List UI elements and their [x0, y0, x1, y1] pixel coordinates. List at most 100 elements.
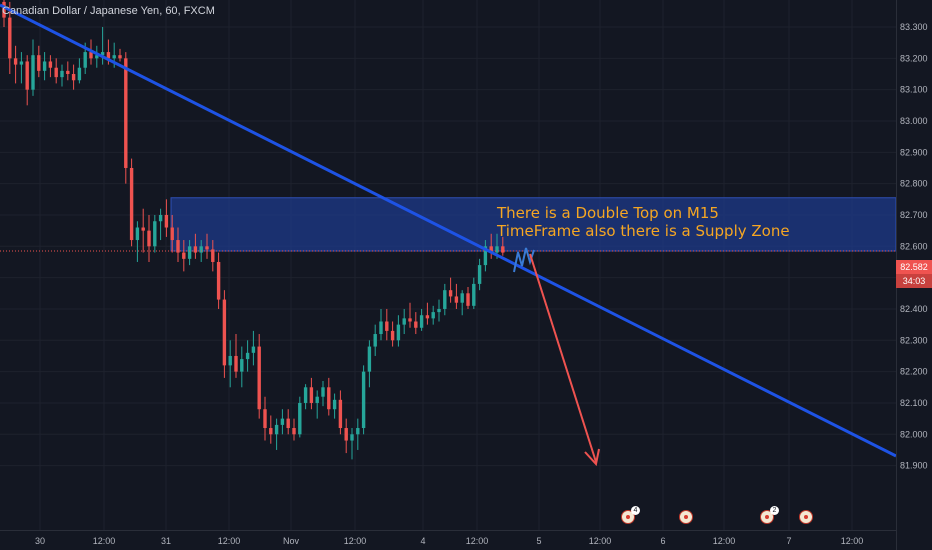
candle-body: [303, 387, 308, 403]
candle-body: [95, 55, 99, 59]
time-axis: 30 12:00 31 12:00 Nov 12:00 4 12:00 5 12:00 6 12:00…: [0, 530, 896, 546]
candle-body: [495, 246, 499, 253]
candle: [419, 308, 424, 331]
candle-body: [71, 73, 76, 81]
candle-body: [118, 55, 122, 59]
time-tick-label: 12:00: [589, 536, 612, 546]
time-tick-label: 12:00: [713, 536, 736, 546]
chart-header: Canadian Dollar / Japanese Yen, 60, FXCM: [2, 5, 215, 17]
bearish-arrow: [529, 253, 597, 463]
candle: [135, 221, 140, 262]
annotation-line-2: TimeFrame also there is a Supply Zone: [497, 222, 790, 240]
candle-body: [187, 246, 192, 259]
symbol-name[interactable]: Canadian Dollar / Japanese Yen: [2, 5, 160, 17]
arrow-head: [584, 448, 600, 467]
candle: [176, 227, 180, 262]
candle-body: [193, 246, 198, 253]
candle: [193, 233, 198, 259]
candle: [182, 240, 186, 272]
candle: [303, 384, 308, 410]
candle: [71, 64, 76, 90]
candles-layer: [2, 0, 505, 460]
economic-event-icon[interactable]: [679, 510, 693, 524]
interval-label[interactable]: 60: [165, 5, 178, 17]
candle: [309, 377, 314, 410]
candle: [274, 418, 279, 450]
candle: [350, 428, 354, 460]
candle-body: [338, 399, 343, 429]
candle: [251, 330, 256, 366]
candle-body: [390, 330, 395, 341]
price-tick-label: 82.800: [900, 179, 928, 189]
candle: [25, 55, 29, 106]
candle: [344, 418, 348, 454]
double-top-pattern: [513, 247, 535, 273]
candle-body: [292, 428, 296, 435]
candle: [315, 390, 319, 419]
candle-body: [216, 261, 221, 300]
candle-body: [124, 58, 128, 168]
candle-body: [245, 352, 250, 360]
candle-body: [234, 355, 238, 372]
candle-body: [199, 246, 203, 253]
candle-body: [379, 321, 383, 335]
candle-body: [472, 283, 476, 306]
candle: [222, 290, 227, 378]
time-tick-label: 12:00: [344, 536, 367, 546]
candle: [234, 334, 238, 378]
chart-grid: [0, 0, 896, 530]
candle-body: [414, 321, 418, 328]
time-tick-label: 6: [660, 536, 665, 546]
candle: [19, 52, 24, 84]
candle: [292, 418, 296, 441]
candle: [37, 45, 41, 78]
candle-body: [286, 418, 290, 429]
candle: [54, 58, 58, 84]
economic-event-icon[interactable]: [799, 510, 813, 524]
candle-body: [396, 324, 401, 341]
economic-event-icon[interactable]: 4: [621, 506, 640, 524]
candle-body: [31, 55, 35, 90]
candle-body: [37, 55, 41, 71]
time-tick-label: 7: [786, 536, 791, 546]
candle-body: [176, 240, 180, 253]
time-tick-label: 5: [536, 536, 541, 546]
candle-body: [425, 315, 430, 319]
supply-zone-layer: [170, 197, 897, 252]
candle: [147, 214, 151, 262]
candle-body: [164, 214, 169, 228]
candle: [100, 27, 105, 65]
candle-body: [89, 52, 93, 59]
candle: [286, 409, 290, 435]
candle-body: [321, 387, 325, 397]
candle-body: [182, 252, 186, 259]
candle-body: [42, 61, 47, 71]
candle-body: [269, 428, 273, 435]
price-tick-label: 82.200: [900, 367, 928, 377]
candle-body: [60, 70, 64, 78]
candle: [257, 334, 261, 419]
candle: [153, 214, 157, 253]
candle: [8, 1, 12, 74]
candle: [263, 396, 267, 441]
candle: [170, 214, 174, 253]
event-count-badge: 2: [770, 506, 779, 515]
candle-body: [222, 299, 227, 366]
candle-body: [77, 67, 82, 81]
candle-body: [298, 402, 302, 435]
candle: [379, 308, 383, 341]
candle-body: [257, 346, 261, 410]
trade-annotation[interactable]: There is a Double Top on M15 TimeFrame a…: [497, 204, 790, 240]
time-tick-label: 12:00: [218, 536, 241, 546]
candle: [431, 305, 435, 325]
candle: [356, 418, 360, 450]
candle: [472, 277, 476, 309]
economic-event-icon[interactable]: 2: [760, 506, 779, 524]
candle: [443, 283, 447, 316]
candle: [501, 236, 505, 256]
candle-body: [13, 58, 18, 65]
price-tick-label: 83.200: [900, 53, 928, 63]
candle-body: [48, 61, 53, 68]
candle: [158, 208, 163, 241]
